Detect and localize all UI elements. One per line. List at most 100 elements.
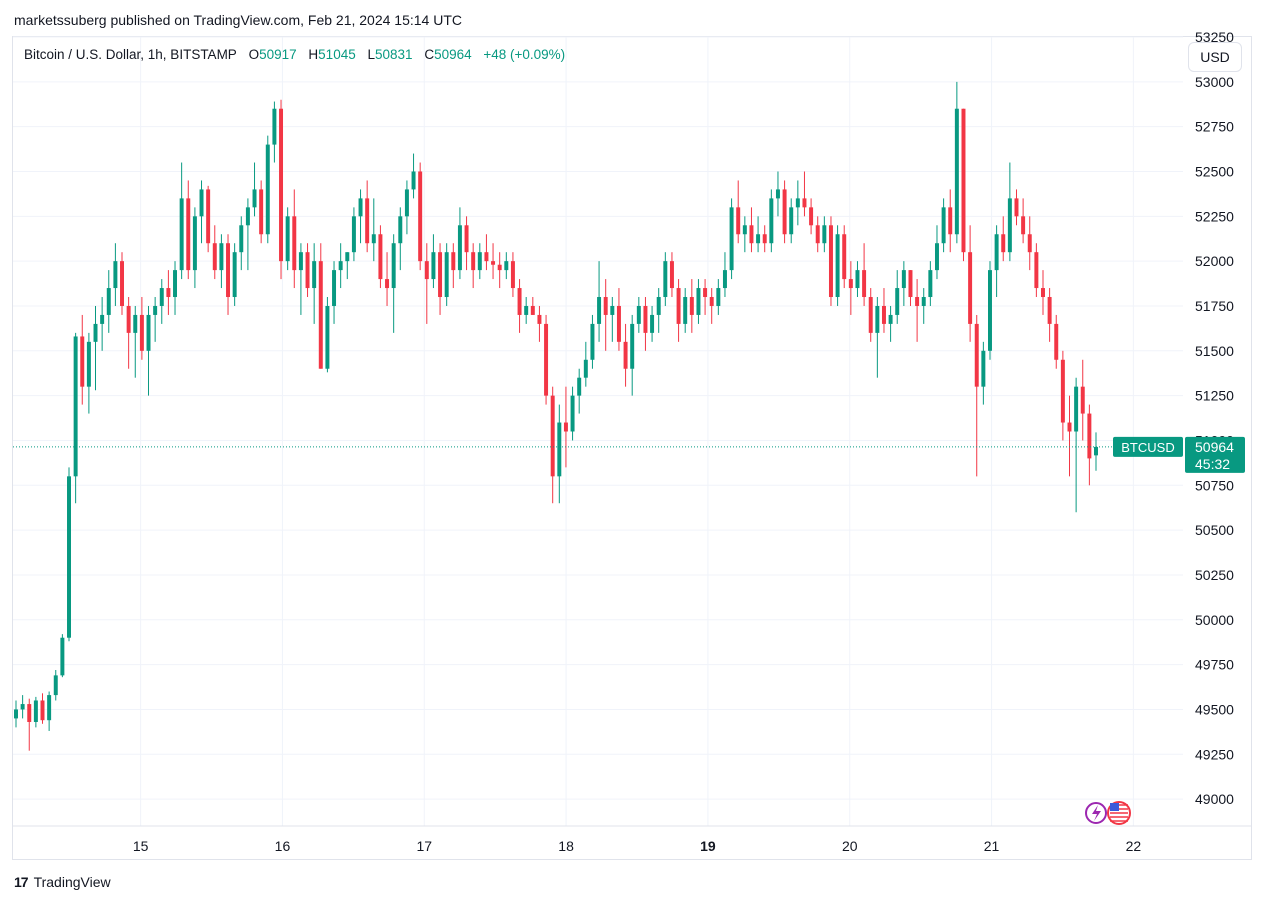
candle[interactable] <box>1067 395 1072 477</box>
candle[interactable] <box>139 297 144 360</box>
candle[interactable] <box>994 225 999 298</box>
candle[interactable] <box>285 207 290 271</box>
candle[interactable] <box>908 270 913 306</box>
candle[interactable] <box>928 261 933 306</box>
candle[interactable] <box>583 341 588 387</box>
candle[interactable] <box>762 225 767 253</box>
candle[interactable] <box>848 261 853 315</box>
candle[interactable] <box>146 305 151 396</box>
candle[interactable] <box>703 279 708 315</box>
candle[interactable] <box>159 279 164 324</box>
candle[interactable] <box>597 261 602 342</box>
candle[interactable] <box>550 386 555 504</box>
candle[interactable] <box>623 323 628 387</box>
candle[interactable] <box>1087 404 1092 486</box>
candle[interactable] <box>974 314 979 477</box>
candle[interactable] <box>881 288 886 333</box>
candle[interactable] <box>252 162 257 217</box>
candle[interactable] <box>491 243 496 280</box>
candle[interactable] <box>212 225 217 280</box>
candle[interactable] <box>901 261 906 306</box>
candle[interactable] <box>47 691 52 731</box>
candle[interactable] <box>305 243 310 298</box>
candle[interactable] <box>643 297 648 351</box>
candle[interactable] <box>1021 198 1026 244</box>
candle[interactable] <box>292 189 297 289</box>
candle[interactable] <box>73 332 78 504</box>
candle[interactable] <box>941 198 946 253</box>
candle[interactable] <box>650 305 655 342</box>
candle[interactable] <box>424 243 429 324</box>
candle[interactable] <box>557 404 562 504</box>
candle[interactable] <box>1027 216 1032 271</box>
candle[interactable] <box>709 288 714 324</box>
candle[interactable] <box>590 314 595 369</box>
candle[interactable] <box>14 700 18 728</box>
candle[interactable] <box>1080 359 1085 441</box>
candle[interactable] <box>610 297 615 342</box>
candle[interactable] <box>524 297 529 324</box>
candle[interactable] <box>318 243 323 369</box>
candle[interactable] <box>27 698 32 751</box>
candle[interactable] <box>683 288 688 333</box>
tradingview-logo[interactable]: 17 TradingView <box>14 874 111 890</box>
candle[interactable] <box>855 261 860 298</box>
candle[interactable] <box>988 261 992 360</box>
candle[interactable] <box>265 135 270 244</box>
candle[interactable] <box>749 207 754 253</box>
candle[interactable] <box>166 270 171 315</box>
candle[interactable] <box>338 243 343 289</box>
candle[interactable] <box>782 180 787 244</box>
candle[interactable] <box>431 234 436 289</box>
candle[interactable] <box>106 270 111 333</box>
candle[interactable] <box>530 297 535 315</box>
candle[interactable] <box>603 279 608 351</box>
candle[interactable] <box>398 207 403 271</box>
candle[interactable] <box>80 314 85 405</box>
currency-button[interactable]: USD <box>1188 42 1242 72</box>
candle[interactable] <box>517 279 522 333</box>
candle[interactable] <box>173 261 178 315</box>
candle[interactable] <box>471 243 476 289</box>
candle[interactable] <box>616 288 621 351</box>
candle[interactable] <box>464 216 469 271</box>
candle[interactable] <box>669 252 674 298</box>
candle[interactable] <box>656 288 661 333</box>
candle[interactable] <box>795 180 800 226</box>
candle[interactable] <box>126 297 131 369</box>
candle[interactable] <box>756 216 761 253</box>
candle[interactable] <box>934 225 939 280</box>
candle[interactable] <box>630 314 635 396</box>
candle[interactable] <box>895 270 900 324</box>
candle[interactable] <box>1001 216 1006 262</box>
candle[interactable] <box>371 198 376 262</box>
candle[interactable] <box>570 386 575 441</box>
candle[interactable] <box>404 180 409 235</box>
candle[interactable] <box>544 314 549 405</box>
candle[interactable] <box>365 180 370 253</box>
us-flag-icon[interactable] <box>1107 801 1131 825</box>
candle[interactable] <box>325 297 330 373</box>
candle[interactable] <box>86 332 91 414</box>
candle[interactable] <box>391 234 396 333</box>
candle[interactable] <box>1094 432 1098 471</box>
candle[interactable] <box>510 252 515 298</box>
candle[interactable] <box>351 207 356 262</box>
candle[interactable] <box>192 207 197 289</box>
candle[interactable] <box>153 297 158 342</box>
candle[interactable] <box>769 189 774 253</box>
symbol-title[interactable]: Bitcoin / U.S. Dollar, 1h, BITSTAMP <box>24 47 237 62</box>
candle[interactable] <box>915 279 920 342</box>
candle[interactable] <box>113 243 118 306</box>
candle[interactable] <box>504 252 509 280</box>
candle[interactable] <box>385 252 390 306</box>
candle[interactable] <box>451 243 456 289</box>
candle[interactable] <box>1047 288 1052 342</box>
candle[interactable] <box>716 279 721 315</box>
candle[interactable] <box>1007 162 1012 262</box>
candle[interactable] <box>40 693 45 724</box>
candle[interactable] <box>245 198 250 271</box>
candle[interactable] <box>239 216 244 271</box>
candle[interactable] <box>689 279 694 333</box>
